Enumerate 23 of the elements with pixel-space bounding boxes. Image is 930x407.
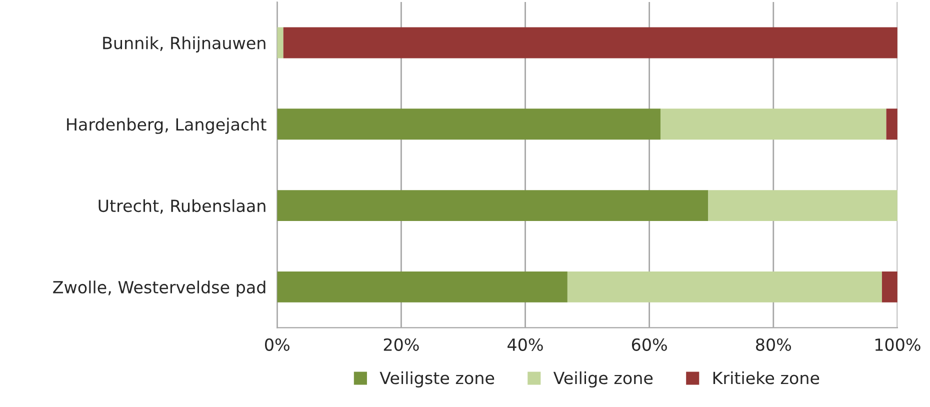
bar	[277, 190, 708, 221]
y-tick-label: Zwolle, Westerveldse pad	[53, 280, 266, 297]
bar	[708, 190, 898, 221]
bar	[283, 27, 898, 58]
y-tick-label: Utrecht, Rubenslaan	[98, 199, 266, 214]
y-tick-label: Hardenberg, Langejacht	[67, 118, 266, 134]
bar	[277, 108, 660, 140]
legend-label: Veiligste zone	[380, 371, 494, 388]
x-tick-label: 60%	[632, 338, 667, 351]
x-tick-label: 40%	[508, 338, 543, 351]
x-tick-label: 80%	[756, 338, 791, 351]
bar	[886, 108, 898, 140]
bar	[277, 271, 568, 302]
legend-label: Veilige zone	[553, 371, 653, 388]
bar	[882, 271, 898, 302]
legend-label: Kritieke zone	[713, 371, 820, 384]
x-tick-label: 0%	[265, 338, 290, 351]
bar	[277, 27, 284, 58]
bar	[567, 271, 882, 302]
y-tick-label: Bunnik, Rhijnauwen	[103, 36, 266, 53]
x-tick-label: 20%	[384, 338, 419, 351]
bar	[660, 108, 886, 140]
x-tick-label: 100%	[875, 338, 920, 351]
